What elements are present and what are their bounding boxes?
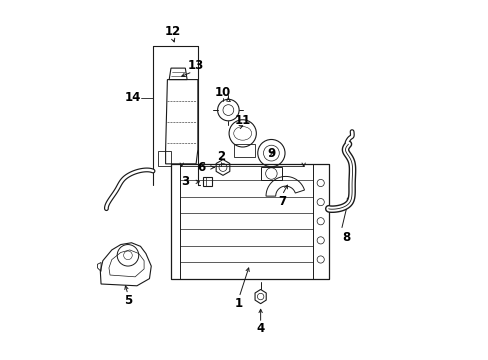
Text: 3: 3 xyxy=(181,175,189,188)
Text: 4: 4 xyxy=(256,322,264,335)
Text: 1: 1 xyxy=(235,297,243,310)
Text: 7: 7 xyxy=(278,195,285,208)
Text: 6: 6 xyxy=(197,161,205,174)
Text: 11: 11 xyxy=(234,114,250,127)
Text: 12: 12 xyxy=(164,25,181,38)
Text: 13: 13 xyxy=(187,59,204,72)
Text: 9: 9 xyxy=(267,147,275,159)
Text: 5: 5 xyxy=(123,294,132,307)
Text: 8: 8 xyxy=(342,231,350,244)
Text: 10: 10 xyxy=(214,86,231,99)
Text: 2: 2 xyxy=(217,150,225,163)
Text: 14: 14 xyxy=(125,91,141,104)
